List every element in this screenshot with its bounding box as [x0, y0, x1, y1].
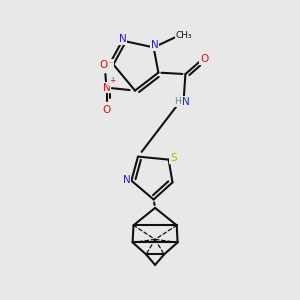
Text: O: O [99, 60, 108, 70]
Text: CH₃: CH₃ [176, 31, 192, 40]
Text: O: O [102, 105, 111, 115]
Text: S: S [170, 153, 177, 164]
Text: N: N [103, 82, 110, 93]
Text: +: + [109, 76, 116, 85]
Text: N: N [118, 34, 126, 44]
Text: N: N [182, 97, 190, 107]
Text: H: H [174, 98, 181, 106]
Text: N: N [151, 40, 159, 50]
Text: O: O [200, 54, 208, 64]
Text: ⁻: ⁻ [109, 60, 113, 69]
Text: N: N [123, 175, 130, 185]
